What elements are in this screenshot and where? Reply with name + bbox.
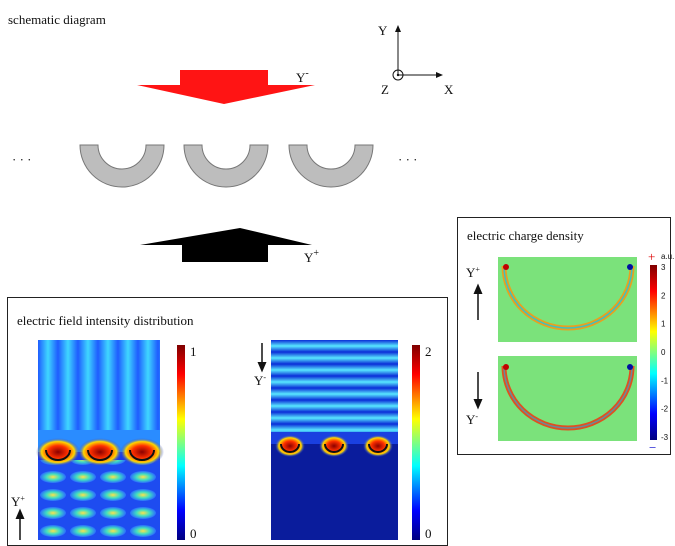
direction-sign: + bbox=[475, 265, 480, 274]
direction-sign: + bbox=[313, 248, 319, 259]
incident-arrow-up bbox=[140, 228, 312, 262]
colorbar-sign: + bbox=[648, 249, 655, 264]
axis-label: Y bbox=[378, 23, 388, 38]
colorbar bbox=[177, 345, 185, 540]
colorbar-tick-label: 2 bbox=[661, 291, 666, 300]
colorbar-tick-label: 1 bbox=[661, 320, 666, 329]
schematic-title: schematic diagram bbox=[8, 12, 106, 27]
half-ring bbox=[289, 145, 373, 187]
colorbar-tick-label: -2 bbox=[661, 405, 669, 414]
colorbar-label: 2 bbox=[425, 344, 432, 359]
colorbar-label: 0 bbox=[190, 526, 197, 541]
ellipsis: · · · bbox=[398, 152, 418, 167]
direction-sign: - bbox=[263, 373, 266, 382]
axis-label: X bbox=[444, 82, 454, 97]
colorbar-label: 0 bbox=[425, 526, 432, 541]
colorbar-tick-label: -1 bbox=[661, 376, 669, 385]
colorbar-label: 1 bbox=[190, 344, 197, 359]
charge-map-top bbox=[498, 257, 637, 342]
panel-title: electric charge density bbox=[467, 228, 584, 243]
direction-sign: - bbox=[305, 68, 308, 79]
colorbar bbox=[650, 265, 657, 440]
charge-map-bottom bbox=[498, 356, 637, 441]
figure: schematic diagram Y X Z Y- · · · · · · Y… bbox=[0, 0, 675, 546]
z-axis-dot bbox=[397, 74, 399, 76]
half-ring bbox=[80, 145, 164, 187]
direction-sign: - bbox=[475, 412, 478, 421]
colorbar-tick-label: 3 bbox=[661, 263, 666, 272]
direction-label: Y+ bbox=[304, 248, 319, 265]
incident-arrow-down bbox=[137, 70, 315, 104]
half-ring bbox=[184, 145, 268, 187]
direction-label: Y- bbox=[296, 68, 309, 85]
colorbar-unit: a.u. bbox=[661, 252, 674, 261]
field-map-left bbox=[36, 340, 164, 540]
axis-label: Z bbox=[381, 82, 389, 97]
ellipsis: · · · bbox=[12, 152, 32, 167]
colorbar bbox=[412, 345, 420, 540]
colorbar-tick-label: -3 bbox=[661, 433, 669, 442]
split-rings bbox=[80, 145, 373, 187]
field-map-right bbox=[271, 340, 398, 540]
colorbar-tick-label: 0 bbox=[661, 348, 666, 357]
direction-sign: + bbox=[20, 494, 25, 503]
panel-title: electric field intensity distribution bbox=[17, 313, 194, 328]
colorbar-sign: − bbox=[649, 440, 656, 455]
